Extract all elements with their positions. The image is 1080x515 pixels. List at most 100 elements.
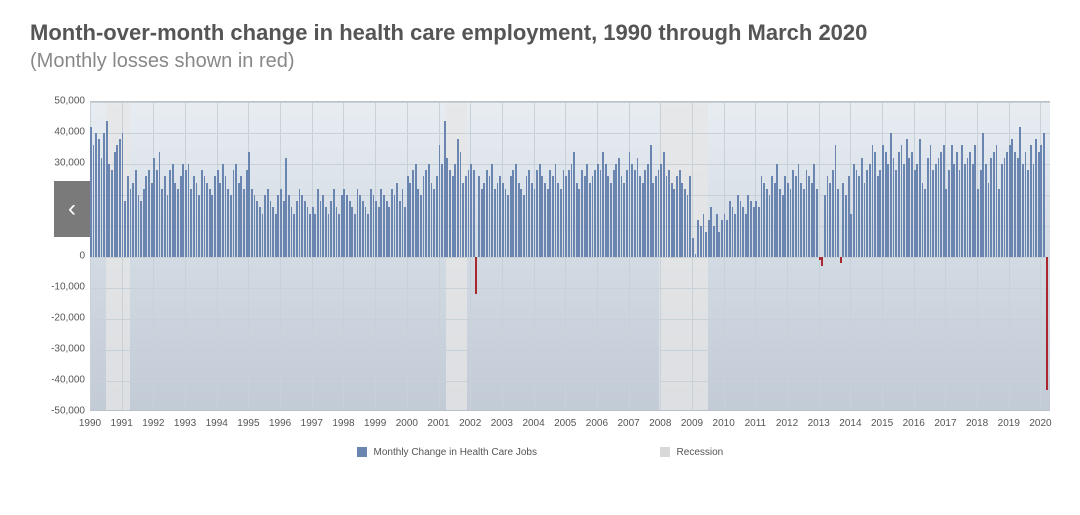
- bar: [956, 152, 958, 257]
- bar: [103, 133, 105, 257]
- chart-container: ‹ -50,000-40,000-30,000-20,000-10,000010…: [30, 101, 1050, 441]
- bar: [433, 189, 435, 257]
- bar: [338, 214, 340, 257]
- bar: [270, 201, 272, 257]
- bar: [581, 170, 583, 257]
- bar: [737, 195, 739, 257]
- bar: [478, 176, 480, 257]
- x-tick-label: 2015: [871, 418, 893, 429]
- bar: [491, 164, 493, 257]
- bar: [618, 158, 620, 257]
- bar: [227, 189, 229, 257]
- bar: [555, 164, 557, 257]
- bar: [436, 176, 438, 257]
- bar: [557, 183, 559, 257]
- bar: [695, 254, 697, 257]
- bar: [560, 189, 562, 257]
- bar: [201, 170, 203, 257]
- bar: [689, 176, 691, 257]
- bar: [119, 139, 121, 257]
- bar: [969, 152, 971, 257]
- x-tick-label: 2010: [713, 418, 735, 429]
- bar: [528, 170, 530, 257]
- bar: [510, 176, 512, 257]
- bar: [758, 207, 760, 257]
- bar: [998, 189, 1000, 257]
- bar: [330, 201, 332, 257]
- bar: [283, 201, 285, 257]
- bar: [151, 183, 153, 257]
- bar: [605, 164, 607, 257]
- bar: [808, 176, 810, 257]
- bar: [964, 164, 966, 257]
- bar: [631, 164, 633, 257]
- bar: [869, 164, 871, 257]
- bar: [721, 220, 723, 257]
- bar: [209, 189, 211, 257]
- x-tick-label: 2003: [491, 418, 513, 429]
- bar: [835, 145, 837, 257]
- bar: [980, 170, 982, 257]
- bar: [800, 183, 802, 257]
- bar: [402, 189, 404, 257]
- bar: [705, 232, 707, 257]
- bar: [729, 201, 731, 257]
- bar: [386, 201, 388, 257]
- bar: [101, 158, 103, 257]
- bar: [621, 176, 623, 257]
- bar: [243, 189, 245, 257]
- bar: [222, 164, 224, 257]
- prev-slide-button[interactable]: ‹: [54, 181, 90, 237]
- bar: [399, 201, 401, 257]
- bar: [549, 170, 551, 257]
- bar: [713, 226, 715, 257]
- bar: [753, 207, 755, 257]
- bar: [357, 189, 359, 257]
- x-tick-label: 2012: [776, 418, 798, 429]
- bar: [354, 214, 356, 257]
- bar: [607, 176, 609, 257]
- bar: [446, 158, 448, 257]
- bar: [898, 152, 900, 257]
- bar: [908, 158, 910, 257]
- bar: [629, 152, 631, 257]
- bar: [322, 195, 324, 257]
- bar: [996, 145, 998, 257]
- bar: [663, 152, 665, 257]
- bar: [742, 207, 744, 257]
- bar: [1030, 145, 1032, 257]
- bar: [578, 189, 580, 257]
- plot-area: [90, 101, 1050, 411]
- bar: [325, 207, 327, 257]
- legend-recession-label: Recession: [677, 447, 724, 458]
- bar: [974, 145, 976, 257]
- bar: [982, 133, 984, 257]
- bar: [259, 207, 261, 257]
- bar: [684, 189, 686, 257]
- bar: [124, 201, 126, 257]
- bar: [246, 170, 248, 257]
- bar: [248, 152, 250, 257]
- bar: [462, 183, 464, 257]
- bar: [167, 195, 169, 257]
- x-tick-label: 1990: [79, 418, 101, 429]
- bar: [95, 133, 97, 257]
- bar: [240, 176, 242, 257]
- bar: [740, 201, 742, 257]
- x-tick-label: 2002: [459, 418, 481, 429]
- bar: [473, 170, 475, 257]
- bar: [111, 170, 113, 257]
- bar: [660, 164, 662, 257]
- bar: [454, 164, 456, 257]
- bar: [935, 164, 937, 257]
- bar: [526, 176, 528, 257]
- bar: [586, 164, 588, 257]
- legend-swatch-recession: [660, 447, 670, 457]
- bar: [143, 189, 145, 257]
- bar: [856, 170, 858, 257]
- bar: [415, 164, 417, 257]
- bar: [505, 189, 507, 257]
- bar: [531, 183, 533, 257]
- bar: [375, 201, 377, 257]
- bar: [1011, 139, 1013, 257]
